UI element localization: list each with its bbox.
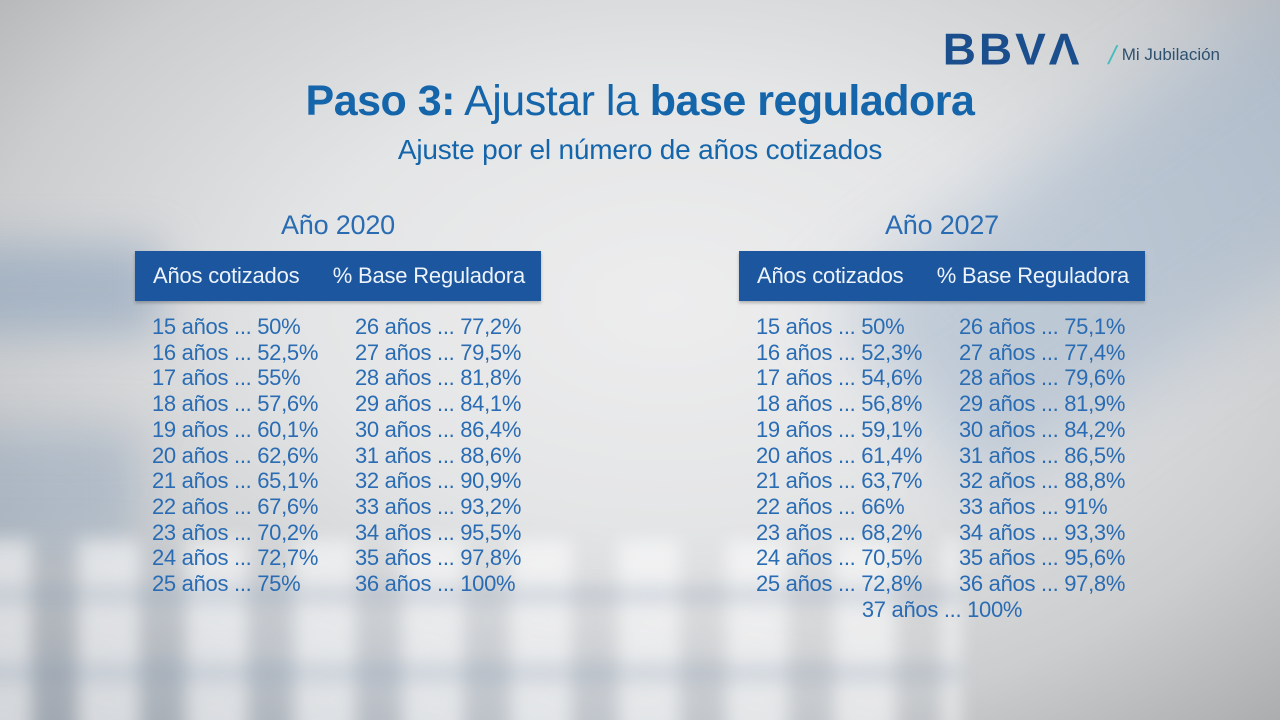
table-row: 25 años ... 72,8% (756, 571, 923, 597)
table-row: 17 años ... 55% (152, 365, 301, 391)
table-row: 32 años ... 90,9% (355, 468, 522, 494)
table-row: 24 años ... 70,5% (756, 545, 923, 571)
table-row: 36 años ... 97,8% (959, 571, 1126, 597)
table-row: 28 años ... 79,6% (959, 365, 1126, 391)
table-2020-body: 15 años ... 50% 16 años ... 52,5% 17 años … (135, 314, 541, 597)
page-subtitle: Ajuste por el número de años cotizados (397, 134, 883, 166)
table-row: 18 años ... 57,6% (152, 391, 319, 417)
tagline-text: Mi Jubilación (1121, 45, 1220, 64)
table-row: 25 años ... 75% (152, 571, 301, 597)
table-2020-year-label: Año 2020 (280, 210, 395, 240)
table-2027: Año 2027 Años cotizados % Base Regulador… (739, 210, 1145, 622)
table-row: 30 años ... 86,4% (355, 416, 522, 442)
table-row: 23 años ... 70,2% (152, 519, 319, 545)
table-row: 15 años ... 50% (756, 314, 905, 339)
title-emphasis-part: base reguladora (649, 77, 975, 125)
table-row: 34 años ... 95,5% (355, 519, 522, 545)
table-row: 15 años ... 50% (152, 314, 301, 339)
table-2027-body: 15 años ... 50% 16 años ... 52,3% 17 años … (739, 314, 1145, 597)
header-anos-cotizados: Años cotizados (153, 263, 300, 288)
table-row: 34 años ... 93,3% (959, 519, 1126, 545)
table-row: 19 años ... 59,1% (756, 416, 923, 442)
table-row: 27 años ... 79,5% (355, 339, 522, 365)
table-2027-column-1: 15 años ... 50% 16 años ... 52,3% 17 años … (739, 314, 959, 597)
header-base-reguladora: % Base Reguladora (936, 263, 1129, 288)
table-row: 28 años ... 81,8% (355, 365, 522, 391)
table-row: 29 años ... 81,9% (959, 391, 1126, 417)
table-row: 24 años ... 72,7% (152, 545, 319, 571)
table-2027-column-2: 26 años ... 75,1% 27 años ... 77,4% 28 año… (959, 314, 1145, 597)
title-block: Paso 3: Ajustar la base reguladora Ajust… (0, 77, 1280, 166)
table-row: 17 años ... 54,6% (756, 365, 923, 391)
table-row: 21 años ... 65,1% (152, 468, 319, 494)
table-2020-column-1: 15 años ... 50% 16 años ... 52,5% 17 años … (135, 314, 355, 597)
table-row: 16 años ... 52,5% (152, 339, 319, 365)
table-2027-year-label: Año 2027 (884, 210, 999, 240)
table-row: 35 años ... 97,8% (355, 545, 522, 571)
table-row: 20 años ... 62,6% (152, 442, 319, 468)
table-row: 16 años ... 52,3% (756, 339, 923, 365)
bbva-logo: BBVΛ (942, 24, 1083, 74)
table-2027-final-row: 37 años ... 100% (861, 596, 1023, 622)
header-base-reguladora: % Base Reguladora (332, 263, 525, 288)
tagline-slash-icon: / (1105, 40, 1119, 70)
table-row: 23 años ... 68,2% (756, 519, 923, 545)
table-2020: Año 2020 Años cotizados % Base Regulador… (135, 210, 541, 597)
table-row: 36 años ... 100% (355, 571, 516, 597)
table-row: 30 años ... 84,2% (959, 416, 1126, 442)
table-row: 27 años ... 77,4% (959, 339, 1126, 365)
table-row: 26 años ... 77,2% (355, 314, 522, 339)
brand-header: BBVΛ / Mi Jubilación (943, 26, 1220, 72)
table-row: 32 años ... 88,8% (959, 468, 1126, 494)
table-2020-header: Años cotizados % Base Reguladora (135, 251, 541, 301)
table-row: 20 años ... 61,4% (756, 442, 923, 468)
table-2020-column-2: 26 años ... 77,2% 27 años ... 79,5% 28 año… (355, 314, 541, 597)
table-2027-header: Años cotizados % Base Reguladora (739, 251, 1145, 301)
table-row: 21 años ... 63,7% (756, 468, 923, 494)
table-row: 33 años ... 91% (959, 493, 1108, 519)
background-blur-band (0, 430, 140, 550)
title-step-label: Paso 3: (305, 77, 456, 125)
table-row: 26 años ... 75,1% (959, 314, 1126, 339)
table-row: 33 años ... 93,2% (355, 493, 522, 519)
table-row: 19 años ... 60,1% (152, 416, 319, 442)
table-row: 18 años ... 56,8% (756, 391, 923, 417)
header-anos-cotizados: Años cotizados (757, 263, 904, 288)
table-row: 22 años ... 66% (756, 493, 905, 519)
brand-tagline: / Mi Jubilación (1105, 40, 1220, 72)
table-row: 31 años ... 88,6% (355, 442, 522, 468)
table-row: 29 años ... 84,1% (355, 391, 522, 417)
page-title: Paso 3: Ajustar la base reguladora (0, 77, 1280, 125)
table-row: 35 años ... 95,6% (959, 545, 1126, 571)
table-row: 31 años ... 86,5% (959, 442, 1126, 468)
table-row: 22 años ... 67,6% (152, 493, 319, 519)
title-regular-part: Ajustar la (455, 77, 650, 125)
